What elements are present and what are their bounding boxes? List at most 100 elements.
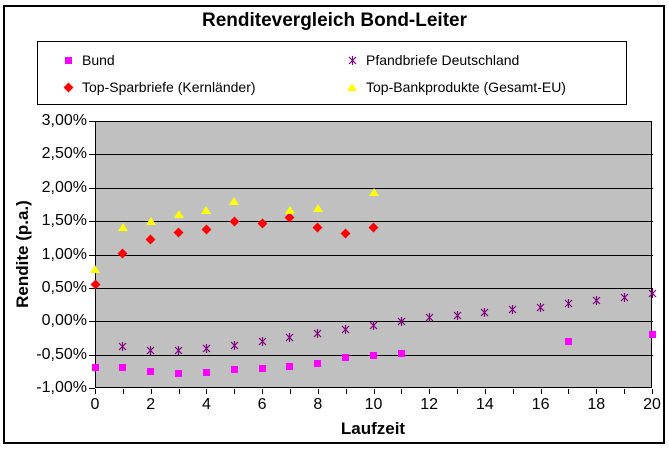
x-axis-tick (624, 389, 626, 394)
legend-label: Bund (82, 52, 115, 68)
data-point-marker (397, 350, 405, 358)
x-axis-tick (95, 389, 96, 394)
data-point-marker (202, 340, 211, 358)
x-axis-tick (568, 389, 570, 394)
y-axis-tick (89, 221, 95, 223)
legend: Bund Pfandbriefe Deutschland Top-Sparbrief… (37, 41, 627, 105)
chart-border (3, 5, 665, 444)
data-point-marker (230, 366, 238, 374)
x-tick-label: 16 (531, 396, 550, 413)
x-axis-tick (289, 389, 291, 394)
data-point-marker (508, 301, 517, 319)
x-axis-tick (262, 389, 264, 394)
data-point-marker (230, 337, 239, 355)
x-axis-tick (206, 389, 208, 394)
data-point-marker (313, 325, 322, 343)
x-tick-label: 4 (201, 396, 211, 413)
data-point-marker (620, 289, 629, 307)
x-tick-label: 20 (643, 396, 661, 413)
x-axis-tick (596, 389, 598, 394)
data-point-marker (312, 203, 323, 212)
gridline (96, 321, 653, 323)
x-axis-title: Laufzeit (340, 419, 406, 438)
x-axis-tick (122, 389, 124, 394)
data-point-marker (480, 304, 489, 322)
data-point-marker (174, 342, 183, 360)
data-point-marker (648, 331, 656, 339)
data-point-marker (370, 351, 377, 359)
data-point-marker (369, 317, 378, 335)
y-tick-label: 0,00% (41, 312, 87, 330)
y-tick-label: 0,50% (41, 278, 87, 296)
data-point-marker (284, 206, 295, 215)
legend-item: Top-Sparbriefe (Kernländer) (60, 74, 256, 100)
data-point-marker (117, 248, 128, 259)
x-axis-tick (150, 389, 152, 394)
x-tick-label: 14 (475, 396, 494, 413)
data-point-marker (145, 234, 156, 245)
data-point-marker (341, 321, 350, 339)
gridline (96, 187, 653, 189)
data-point-marker (397, 313, 406, 331)
data-point-marker (202, 369, 210, 377)
y-tick-label: 2,50% (41, 145, 87, 163)
data-point-marker (257, 218, 268, 229)
data-point-marker (284, 212, 295, 223)
x-axis-tick (234, 389, 236, 394)
data-point-marker (368, 188, 379, 197)
data-point-marker (119, 363, 127, 371)
gridline (96, 254, 653, 256)
x-axis-tick (512, 389, 514, 394)
x-tick-label: 0 (90, 396, 100, 413)
legend-item: Top-Bankprodukte (Gesamt-EU) (344, 74, 566, 100)
data-point-marker (592, 292, 601, 310)
data-point-marker (312, 222, 323, 233)
y-tick-label: 1,00% (41, 245, 87, 263)
x-axis-tick (345, 389, 347, 394)
data-point-marker (342, 354, 350, 362)
data-point-marker (314, 359, 322, 367)
data-point-marker (285, 329, 294, 347)
y-axis-tick (89, 354, 95, 356)
data-point-marker (258, 365, 266, 373)
data-point-marker (258, 333, 267, 351)
x-tick-label: 8 (313, 396, 323, 413)
triangle-marker-icon (344, 83, 360, 91)
data-point-marker (340, 228, 351, 239)
x-axis-tick (429, 389, 431, 394)
x-axis-tick (317, 389, 319, 394)
y-axis-tick (89, 388, 95, 389)
x-tick-label: 2 (146, 396, 156, 413)
y-tick-label: 3,00% (41, 112, 87, 129)
data-point-marker (201, 224, 212, 235)
x-axis-tick (373, 389, 375, 394)
data-point-marker (229, 197, 240, 206)
square-marker-icon (60, 56, 76, 64)
data-point-marker (648, 285, 657, 303)
legend-item: Bund (60, 47, 115, 73)
y-tick-label: -0,50% (36, 345, 87, 363)
chart-title: Renditevergleich Bond-Leiter (202, 10, 467, 31)
data-point-marker (201, 205, 212, 214)
y-axis-tick (89, 121, 95, 122)
x-tick-label: 18 (587, 396, 606, 413)
data-point-marker (536, 299, 545, 317)
y-tick-label: 1,50% (41, 212, 87, 230)
data-point-marker (286, 363, 294, 371)
legend-label: Top-Sparbriefe (Kernländer) (82, 79, 256, 95)
data-point-marker (229, 216, 240, 227)
data-point-marker (147, 368, 155, 376)
x-axis-tick (457, 389, 459, 394)
legend-label: Top-Bankprodukte (Gesamt-EU) (366, 79, 566, 95)
y-axis-tick (89, 287, 95, 289)
plot-area (95, 121, 653, 388)
x-axis-tick (401, 389, 403, 394)
data-point-marker (564, 337, 572, 345)
data-point-marker (173, 210, 184, 219)
x-axis-tick (540, 389, 542, 394)
x-tick-label: 6 (257, 396, 267, 413)
y-tick-label: -1,00% (36, 379, 87, 396)
y-axis-tick (89, 187, 95, 189)
y-axis-tick (89, 321, 95, 323)
